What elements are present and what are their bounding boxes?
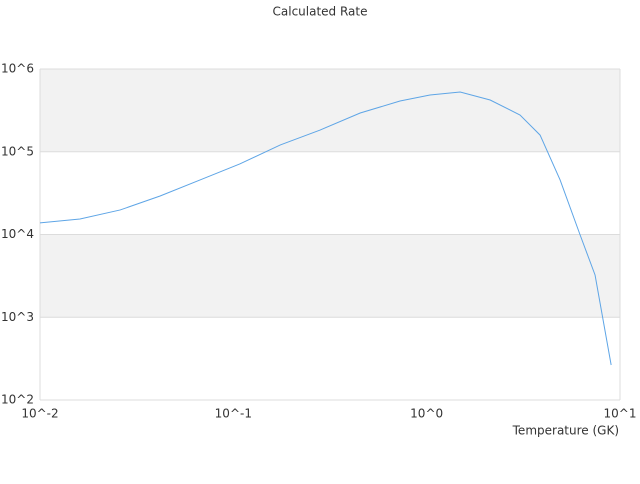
chart-title: Calculated Rate bbox=[273, 5, 368, 19]
grid-band bbox=[40, 234, 620, 318]
y-tick-label: 10^2 bbox=[1, 393, 34, 407]
y-tick-label: 10^4 bbox=[1, 227, 34, 241]
y-tick-label: 10^3 bbox=[1, 310, 34, 324]
grid-band bbox=[40, 69, 620, 152]
x-tick-label: 10^1 bbox=[604, 407, 637, 421]
x-tick-label: 10^-1 bbox=[215, 407, 252, 421]
y-tick-label: 10^6 bbox=[1, 62, 34, 76]
y-tick-label: 10^5 bbox=[1, 144, 34, 158]
line-series bbox=[39, 91, 612, 366]
x-axis-label: Temperature (GK) bbox=[512, 424, 619, 438]
x-tick-label: 10^0 bbox=[410, 407, 443, 421]
x-tick-label: 10^-2 bbox=[21, 407, 58, 421]
